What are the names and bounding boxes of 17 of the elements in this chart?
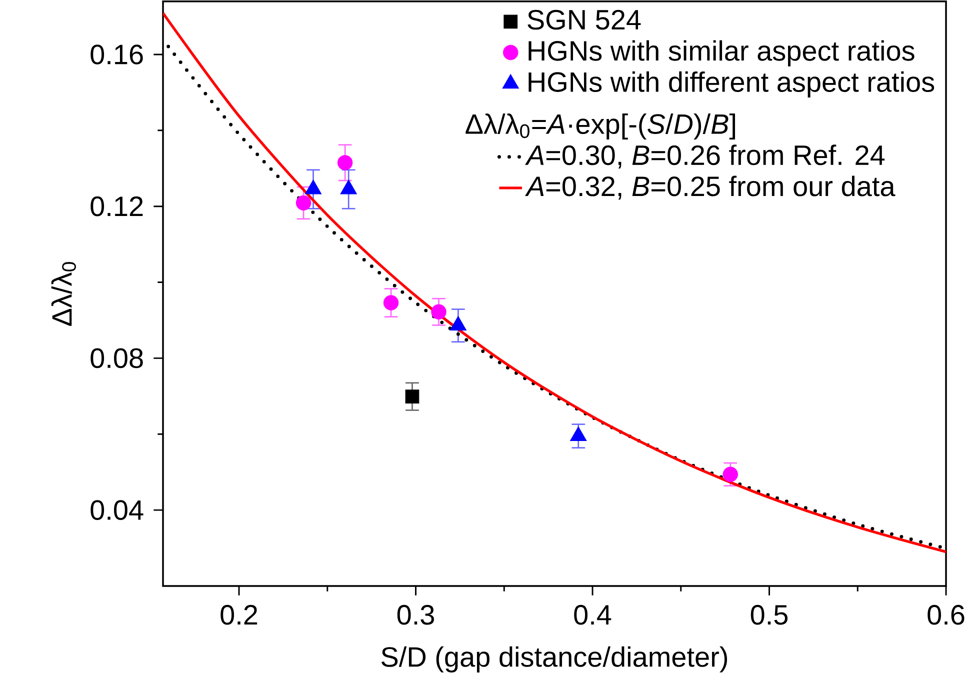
y-tick-label: 0.12 (90, 196, 143, 216)
y-tick-label: 0.16 (90, 44, 143, 64)
legend-label: SGN 524 (528, 10, 641, 30)
y-tick-label: 0.08 (90, 348, 143, 368)
x-tick-label: 0.6 (928, 604, 964, 625)
text: Δλ/λ$_{0}$=A·exp[-(S/D)/B] (466, 113, 736, 140)
legend-label: A=0.30, B=0.26 from Ref. 24 (525, 144, 885, 168)
x-tick-label: 0.2 (220, 604, 258, 625)
x-tick-label: 0.5 (750, 604, 788, 625)
x-tick-label: 0.4 (574, 604, 612, 625)
legend-label: A=0.32, B=0.25 from our data (525, 176, 896, 200)
y-tick-label: 0.04 (90, 500, 144, 520)
legend-label: HGNs with different aspect ratios (528, 71, 934, 98)
x-axis-title: S/D (gap distance/diameter) (381, 646, 728, 672)
legend-label: HGNs with similar aspect ratios (528, 40, 914, 66)
y-axis-title: Δλ/λ$_{0}$ (51, 262, 76, 326)
x-tick-label: 0.3 (397, 604, 434, 625)
